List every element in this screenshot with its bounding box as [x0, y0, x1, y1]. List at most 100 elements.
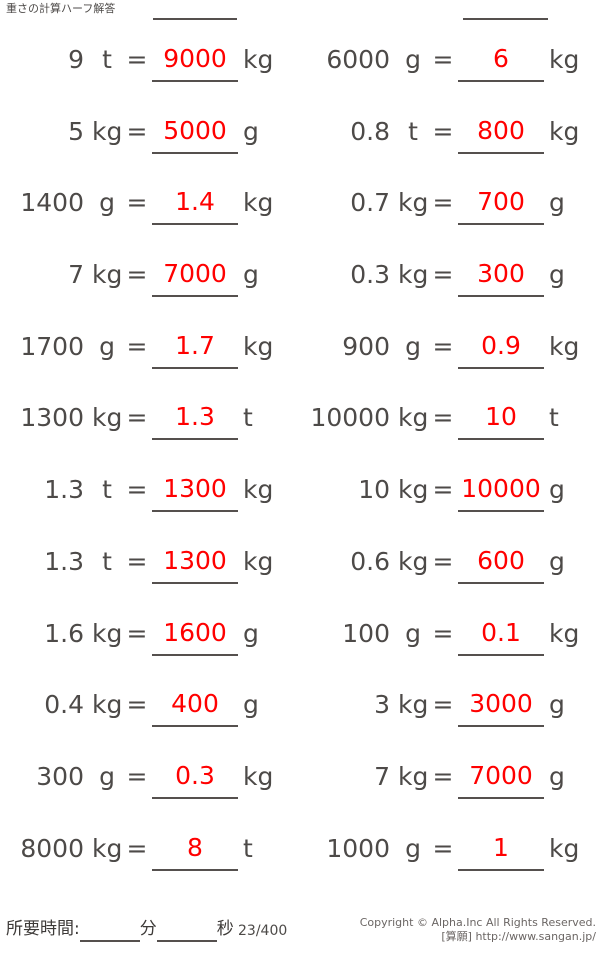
question-unit: g: [99, 761, 115, 791]
problem-row: 9 t = 9000 kg 6000 g = 6 kg: [0, 38, 600, 110]
copyright-line-1: Copyright © Alpha.Inc All Rights Reserve…: [359, 916, 596, 929]
problem-row: 7 kg = 7000 g 0.3 kg = 300 g: [0, 253, 600, 325]
answer-unit: g: [549, 761, 565, 791]
answer-field[interactable]: 700: [458, 181, 544, 226]
answer-field[interactable]: 10000: [458, 468, 544, 513]
answer-field[interactable]: 0.3: [152, 755, 238, 799]
answer-field[interactable]: 1300: [152, 540, 238, 584]
answer-field[interactable]: 600: [458, 540, 544, 584]
problem-right: 0.3 kg = 300 g: [300, 253, 600, 298]
equals-sign: =: [126, 188, 148, 218]
problem-right: 7 kg = 7000 g: [300, 755, 600, 799]
question-value: 8000: [20, 833, 84, 863]
question-value: 9: [68, 45, 84, 74]
question-value: 300: [36, 761, 84, 791]
answer-field[interactable]: 800: [458, 110, 544, 154]
answer-field[interactable]: 1300: [152, 468, 238, 513]
question-value: 1.3: [44, 546, 84, 576]
equals-sign: =: [432, 546, 454, 576]
equals-sign: =: [432, 618, 454, 648]
answer-value: 9000: [163, 44, 227, 73]
question-value: 3: [374, 690, 390, 720]
answer-unit: kg: [549, 331, 580, 361]
problem-right: 100 g = 0.1 kg: [300, 612, 600, 656]
answer-value: 1300: [163, 474, 227, 504]
answer-field[interactable]: 0.9: [458, 325, 544, 369]
answer-unit: g: [243, 618, 259, 648]
answer-value: 1600: [163, 617, 227, 647]
question-unit: kg: [398, 546, 429, 576]
answer-unit: g: [549, 546, 565, 576]
question-unit: g: [405, 833, 421, 863]
equals-sign: =: [432, 188, 454, 218]
answer-field[interactable]: 10: [458, 396, 544, 441]
problem-left: 5 kg = 5000 g: [0, 110, 300, 154]
answer-value: 5000: [163, 115, 227, 145]
problem-left: 1400 g = 1.4 kg: [0, 181, 300, 226]
answer-field[interactable]: 5000: [152, 110, 238, 154]
answer-value: 1.4: [175, 187, 215, 217]
answer-field[interactable]: 7000: [458, 755, 544, 799]
equals-sign: =: [126, 116, 148, 146]
question-unit: kg: [92, 116, 123, 146]
answer-unit: kg: [549, 116, 580, 146]
problem-left: 7 kg = 7000 g: [0, 253, 300, 298]
problem-row: 1.3 t = 1300 kg 10 kg = 10000 g: [0, 468, 600, 540]
question-value: 1700: [20, 331, 84, 361]
answer-field[interactable]: 6: [458, 38, 544, 82]
question-unit: t: [102, 475, 112, 505]
header-blank-field-2[interactable]: [463, 18, 548, 20]
equals-sign: =: [126, 403, 148, 433]
answer-value: 700: [477, 187, 525, 217]
equals-sign: =: [432, 116, 454, 146]
answer-field[interactable]: 1600: [152, 612, 238, 656]
answer-value: 400: [171, 689, 219, 719]
problem-row: 300 g = 0.3 kg 7 kg = 7000 g: [0, 755, 600, 827]
equals-sign: =: [432, 690, 454, 720]
problem-row: 1700 g = 1.7 kg 900 g = 0.9 kg: [0, 325, 600, 397]
question-unit: t: [102, 45, 112, 74]
answer-field[interactable]: 300: [458, 253, 544, 298]
answer-unit: t: [243, 403, 253, 433]
time-second-field[interactable]: [156, 918, 217, 942]
time-minute-field[interactable]: [79, 918, 140, 942]
equals-sign: =: [126, 260, 148, 290]
answer-value: 7000: [163, 259, 227, 289]
answer-unit: kg: [243, 331, 274, 361]
question-value: 7: [68, 260, 84, 290]
answer-field[interactable]: 1.7: [152, 325, 238, 369]
answer-value: 800: [477, 115, 525, 145]
answer-field[interactable]: 9000: [152, 38, 238, 82]
answer-value: 300: [477, 259, 525, 289]
equals-sign: =: [432, 260, 454, 290]
answer-value: 0.3: [175, 760, 215, 790]
question-value: 900: [342, 331, 390, 361]
answer-value: 3000: [469, 689, 533, 719]
question-value: 0.6: [350, 546, 390, 576]
answer-field[interactable]: 8: [152, 827, 238, 871]
header-blank-field-1[interactable]: [153, 18, 237, 20]
equals-sign: =: [126, 45, 148, 74]
answer-unit: t: [549, 403, 559, 433]
answer-field[interactable]: 400: [152, 683, 238, 728]
problem-right: 900 g = 0.9 kg: [300, 325, 600, 369]
answer-field[interactable]: 7000: [152, 253, 238, 298]
answer-unit: kg: [549, 833, 580, 863]
equals-sign: =: [126, 690, 148, 720]
equals-sign: =: [432, 475, 454, 505]
answer-field[interactable]: 1.4: [152, 181, 238, 226]
answer-value: 0.9: [481, 330, 521, 360]
equals-sign: =: [432, 331, 454, 361]
answer-unit: g: [243, 116, 259, 146]
answer-field[interactable]: 1: [458, 827, 544, 871]
worksheet-header: 重さの計算ハーフ解答: [0, 0, 600, 30]
question-value: 1.6: [44, 618, 84, 648]
question-value: 0.4: [44, 690, 84, 720]
answer-field[interactable]: 3000: [458, 683, 544, 728]
answer-field[interactable]: 1.3: [152, 396, 238, 441]
question-unit: kg: [92, 618, 123, 648]
problem-right: 0.7 kg = 700 g: [300, 181, 600, 226]
answer-unit: kg: [243, 188, 274, 218]
answer-field[interactable]: 0.1: [458, 612, 544, 656]
equals-sign: =: [432, 403, 454, 433]
